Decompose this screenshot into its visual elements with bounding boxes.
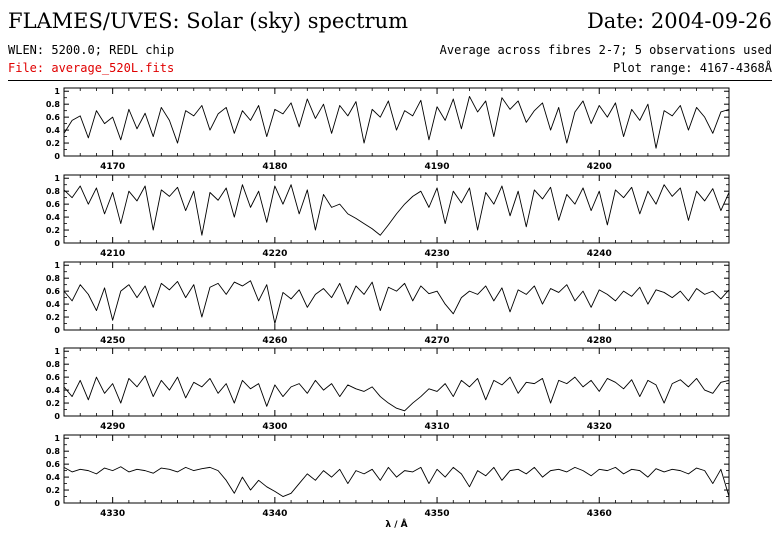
y-tick-label: 0.8 [46, 100, 61, 109]
x-tick-label: 4260 [262, 336, 287, 346]
x-tick-label: 4320 [587, 422, 612, 432]
panel-frame [63, 434, 730, 504]
x-tick-label: 4200 [587, 162, 612, 172]
spectrum-line [63, 280, 730, 324]
x-tick-label: 4170 [100, 162, 125, 172]
averaging-note: Average across fibres 2-7; 5 observation… [439, 43, 772, 57]
x-axis-label: λ / Å [385, 519, 407, 530]
y-tick-label: 0 [54, 326, 60, 335]
x-tick-label: 4230 [425, 249, 450, 259]
x-tick-label: 4190 [425, 162, 450, 172]
y-tick-label: 1 [54, 434, 60, 443]
x-tick-label: 4340 [262, 509, 287, 519]
header-divider [8, 80, 772, 81]
y-tick-label: 0.6 [46, 113, 61, 122]
file-name: File: average_520L.fits [8, 61, 175, 75]
x-tick-label: 4310 [425, 422, 450, 432]
y-tick-label: 0.2 [46, 226, 60, 235]
y-tick-label: 1 [54, 347, 60, 356]
x-tick-label: 4350 [425, 509, 450, 519]
y-tick-label: 0.4 [46, 126, 61, 135]
x-tick-label: 4270 [425, 336, 450, 346]
y-tick-label: 0 [54, 152, 60, 161]
y-tick-label: 0 [54, 499, 60, 508]
y-tick-label: 0.8 [46, 360, 61, 369]
y-tick-label: 0.8 [46, 187, 61, 196]
y-tick-label: 0.6 [46, 287, 61, 296]
y-tick-label: 0.6 [46, 200, 61, 209]
panel-frame [63, 174, 730, 244]
y-tick-label: 1 [54, 261, 60, 270]
x-tick-label: 4210 [100, 249, 125, 259]
x-tick-label: 4330 [100, 509, 125, 519]
y-tick-label: 0 [54, 412, 60, 421]
y-tick-label: 0.2 [46, 486, 60, 495]
x-tick-label: 4280 [587, 336, 612, 346]
x-tick-label: 4250 [100, 336, 125, 346]
y-tick-label: 0.8 [46, 447, 61, 456]
y-tick-label: 0.4 [46, 473, 61, 482]
chart-title: FLAMES/UVES: Solar (sky) spectrum [8, 9, 409, 33]
y-tick-label: 0.6 [46, 373, 61, 382]
x-tick-label: 4220 [262, 249, 287, 259]
y-tick-label: 0.4 [46, 213, 61, 222]
x-tick-label: 4180 [262, 162, 287, 172]
spectrum-line [63, 466, 730, 497]
x-tick-label: 4290 [100, 422, 125, 432]
y-tick-label: 0.2 [46, 399, 60, 408]
plot-range: Plot range: 4167-4368Å [613, 61, 772, 75]
y-tick-label: 0.2 [46, 139, 60, 148]
y-tick-label: 0.4 [46, 300, 61, 309]
y-tick-label: 0.2 [46, 313, 60, 322]
y-tick-label: 0.8 [46, 274, 61, 283]
y-tick-label: 0.6 [46, 460, 61, 469]
wavelength-setting: WLEN: 5200.0; REDL chip [8, 43, 175, 57]
panel-frame [63, 261, 730, 331]
panel-frame [63, 87, 730, 157]
y-tick-label: 1 [54, 174, 60, 183]
spectrum-line [63, 95, 730, 149]
spectrum-line [63, 184, 730, 236]
y-tick-label: 0 [54, 239, 60, 248]
x-tick-label: 4360 [587, 509, 612, 519]
x-tick-label: 4300 [262, 422, 287, 432]
x-tick-label: 4240 [587, 249, 612, 259]
y-tick-label: 0.4 [46, 386, 61, 395]
observation-date: Date: 2004-09-26 [586, 9, 772, 33]
spectrum-line [63, 375, 730, 412]
panel-frame [63, 347, 730, 417]
y-tick-label: 1 [54, 87, 60, 96]
